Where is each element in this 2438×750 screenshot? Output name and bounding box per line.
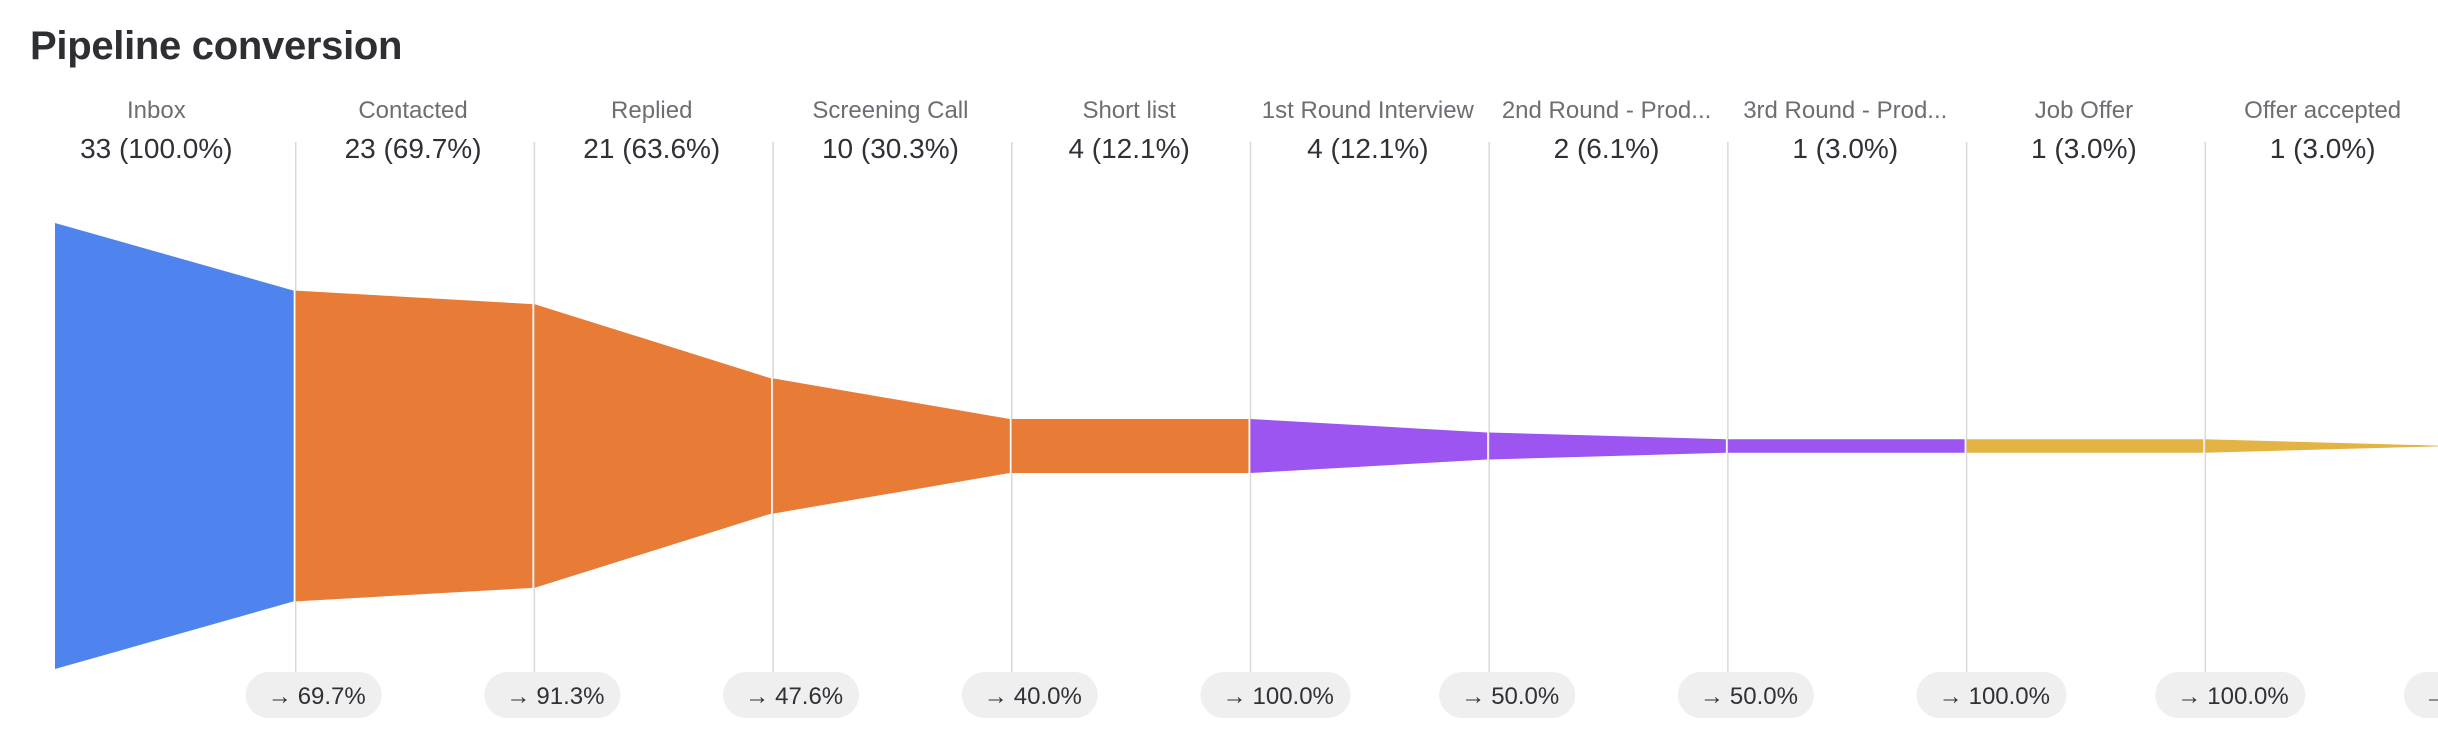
arrow-right-icon: →: [745, 683, 769, 710]
chart-title: Pipeline conversion: [30, 24, 403, 68]
step-conversion-pill: → 100.0%: [1200, 672, 1351, 718]
arrow-right-icon: →: [1939, 683, 1963, 710]
arrow-right-icon: →: [506, 683, 530, 710]
funnel-segment-5[interactable]: [1011, 418, 1249, 474]
funnel-segment-3[interactable]: [534, 304, 772, 588]
funnel-segment-7[interactable]: [1489, 432, 1726, 460]
stage-label: Offer accepted: [2244, 97, 2401, 124]
stage-label: Job Offer: [2035, 97, 2133, 124]
step-conversion-pill: → 69.7%: [245, 672, 382, 718]
step-conversion-pill: → 50.0%: [1677, 672, 1814, 718]
step-conversion-value: 100.0%: [1253, 683, 1334, 710]
stage-label: Screening Call: [812, 97, 968, 124]
stage-label: 1st Round Interview: [1262, 97, 1475, 124]
step-conversion-pill: → 91.3%: [484, 672, 621, 718]
stage-label: 2nd Round - Prod...: [1502, 97, 1711, 124]
step-conversion-value: 69.7%: [298, 683, 366, 710]
stage-value: 2 (6.1%): [1554, 133, 1660, 164]
step-conversion-value: 50.0%: [1491, 683, 1559, 710]
funnel-segment-1[interactable]: [55, 223, 294, 669]
stage-value: 23 (69.7%): [345, 133, 482, 164]
step-conversion-pill: → 50.0%: [1439, 672, 1576, 718]
arrow-right-icon: →: [1223, 683, 1247, 710]
step-conversion-value: 91.3%: [536, 683, 604, 710]
arrow-right-icon: →: [2424, 683, 2438, 710]
stage-value: 10 (30.3%): [822, 133, 959, 164]
arrow-right-icon: →: [2177, 683, 2201, 710]
step-conversion-value: 100.0%: [2207, 683, 2288, 710]
step-conversion-pill: → 40.0%: [961, 672, 1098, 718]
step-conversion-value: 40.0%: [1014, 683, 1082, 710]
stage-value: 1 (3.0%): [2031, 133, 2137, 164]
stage-value: 33 (100.0%): [80, 133, 233, 164]
step-conversion-pill-cutoff: →: [2404, 672, 2438, 718]
stage-label: Replied: [611, 97, 692, 124]
funnel-segment-6[interactable]: [1250, 418, 1488, 474]
funnel-segment-9[interactable]: [1966, 439, 2204, 453]
stage-label: 3rd Round - Prod...: [1743, 97, 1947, 124]
stage-value: 1 (3.0%): [2270, 133, 2376, 164]
stage-value: 1 (3.0%): [1792, 133, 1898, 164]
stage-value: 21 (63.6%): [583, 133, 720, 164]
step-conversion-pill: → 100.0%: [1916, 672, 2067, 718]
arrow-right-icon: →: [984, 683, 1008, 710]
step-conversion-pill: → 100.0%: [2155, 672, 2306, 718]
step-conversion-value: 100.0%: [1969, 683, 2050, 710]
funnel-segment-2[interactable]: [295, 290, 533, 602]
arrow-right-icon: →: [1461, 683, 1485, 710]
arrow-right-icon: →: [1700, 683, 1724, 710]
stage-value: 4 (12.1%): [1307, 133, 1428, 164]
step-conversion-value: 50.0%: [1730, 683, 1798, 710]
arrow-right-icon: →: [268, 683, 292, 710]
stage-value: 4 (12.1%): [1068, 133, 1189, 164]
step-conversion-pill: → 47.6%: [723, 672, 860, 718]
stage-label: Contacted: [358, 97, 467, 124]
stage-label: Inbox: [127, 97, 186, 124]
funnel-segment-10[interactable]: [2205, 439, 2438, 453]
step-conversion-value: 47.6%: [775, 683, 843, 710]
funnel-segment-8[interactable]: [1727, 439, 1965, 453]
stage-label: Short list: [1082, 97, 1176, 124]
funnel-segment-4[interactable]: [773, 378, 1010, 514]
